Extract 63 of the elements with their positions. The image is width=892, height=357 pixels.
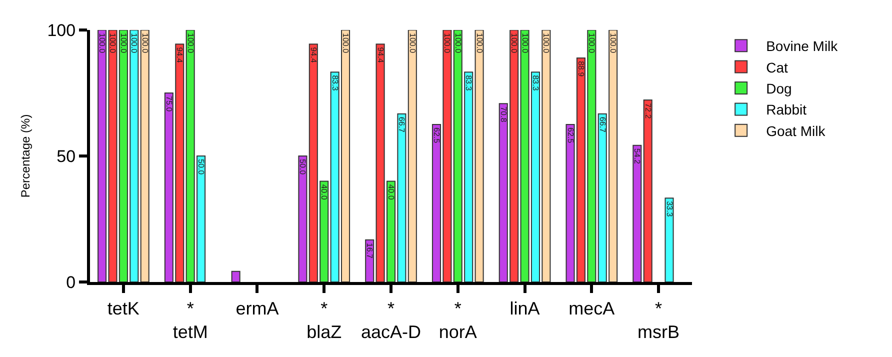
data-label: 83.3 bbox=[330, 75, 340, 92]
data-label: 66.7 bbox=[598, 116, 607, 134]
bar bbox=[643, 100, 652, 282]
data-label: 100.0 bbox=[98, 33, 107, 54]
x-tick-label: ermA bbox=[236, 298, 279, 319]
y-tick-label: 50 bbox=[56, 146, 76, 166]
data-label: 100.0 bbox=[542, 33, 551, 54]
y-tick-label: 0 bbox=[66, 272, 76, 292]
data-label: 100.0 bbox=[118, 33, 128, 54]
legend-label: Goat Milk bbox=[766, 122, 826, 139]
bar bbox=[474, 30, 484, 282]
x-tick-label: mecA bbox=[568, 298, 615, 319]
x-tick-label: * blaZ bbox=[306, 298, 342, 342]
data-label: 100.0 bbox=[453, 33, 462, 54]
x-tick-label: * norA bbox=[438, 298, 477, 342]
bar bbox=[632, 144, 642, 282]
legend-label: Dog bbox=[766, 80, 792, 96]
x-tick-label: * aacA-D bbox=[360, 298, 422, 342]
data-label: 40.0 bbox=[386, 184, 396, 200]
data-label: 94.4 bbox=[376, 47, 385, 64]
data-label: 100.0 bbox=[130, 33, 139, 54]
data-label: 75.0 bbox=[164, 96, 174, 112]
data-label: 72.2 bbox=[643, 103, 652, 120]
data-label: 83.3 bbox=[464, 75, 474, 92]
data-label: 50.0 bbox=[196, 159, 206, 176]
bar bbox=[231, 270, 240, 282]
data-label: 100.0 bbox=[341, 33, 350, 54]
data-label: 83.3 bbox=[530, 75, 540, 92]
data-label: 100.0 bbox=[608, 33, 618, 54]
x-tick-label: * msrB bbox=[638, 298, 680, 342]
data-label: 33.3 bbox=[664, 201, 674, 218]
data-label: 100.0 bbox=[108, 33, 118, 54]
data-label: 70.8 bbox=[498, 106, 508, 123]
data-label: 100.0 bbox=[587, 33, 596, 54]
x-tick-label: * tetM bbox=[172, 298, 208, 342]
data-label: 100.0 bbox=[186, 33, 195, 54]
x-tick-label: tetK bbox=[107, 298, 140, 319]
bar bbox=[408, 30, 417, 282]
data-label: 100.0 bbox=[474, 33, 484, 54]
bar bbox=[140, 30, 150, 282]
data-label: 100.0 bbox=[520, 33, 530, 54]
legend-label: Rabbit bbox=[766, 102, 807, 118]
data-label: 62.5 bbox=[566, 128, 575, 144]
data-label: 54.2 bbox=[632, 148, 642, 165]
data-label: 62.5 bbox=[432, 128, 441, 144]
data-label: 66.7 bbox=[397, 116, 406, 134]
legend-label: Bovine Milk bbox=[766, 38, 839, 54]
y-axis-title: Percentage (%) bbox=[18, 114, 33, 198]
data-label: 16.7 bbox=[365, 242, 374, 260]
data-label: 94.4 bbox=[175, 47, 184, 64]
data-label: 100.0 bbox=[510, 33, 519, 54]
x-tick-label: linA bbox=[510, 298, 540, 319]
bar bbox=[298, 156, 308, 282]
legend-label: Cat bbox=[766, 59, 788, 76]
data-label: 50.0 bbox=[298, 159, 308, 176]
data-label: 100.0 bbox=[140, 33, 150, 54]
data-label: 40.0 bbox=[320, 184, 329, 200]
data-label: 100.0 bbox=[408, 33, 417, 54]
data-label: 100.0 bbox=[442, 33, 452, 54]
y-tick-label: 100 bbox=[47, 20, 76, 40]
bar bbox=[664, 198, 674, 282]
data-label: 94.4 bbox=[308, 47, 318, 64]
data-label: 88.9 bbox=[576, 60, 586, 78]
